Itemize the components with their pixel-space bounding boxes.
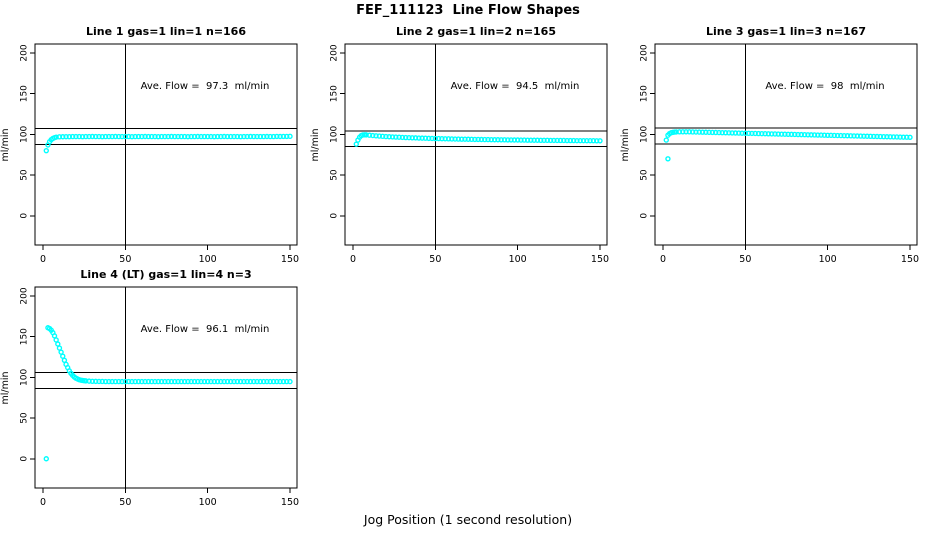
svg-text:0: 0 xyxy=(20,456,30,462)
svg-text:100: 100 xyxy=(819,254,837,265)
panel-3-plot-canvas: 0 50 100 150 200 0 50 100 150 xyxy=(640,43,919,265)
svg-text:50: 50 xyxy=(330,169,340,181)
svg-text:150: 150 xyxy=(20,85,30,102)
svg-text:50: 50 xyxy=(739,254,751,265)
svg-text:150: 150 xyxy=(20,328,30,345)
panel-2-plot-canvas: 0 50 100 150 200 0 50 100 150 xyxy=(330,43,609,265)
panel-2-ave-flow-annotation: Ave. Flow = 94.5 ml/min xyxy=(450,81,580,92)
svg-text:0: 0 xyxy=(330,213,340,219)
svg-text:150: 150 xyxy=(901,254,919,265)
svg-text:0: 0 xyxy=(350,254,356,265)
panel-line-3: Line 3 gas=1 lin=3 n=167 ml/min 0 50 100 15… xyxy=(619,20,925,282)
svg-text:200: 200 xyxy=(640,44,650,61)
panel-1-plot-canvas: 0 50 100 150 200 0 50 100 150 xyxy=(20,43,299,265)
figure-title: FEF_111123 Line Flow Shapes xyxy=(356,3,580,18)
panel-line-4: Line 4 (LT) gas=1 lin=4 n=3 ml/min 0 50 10… xyxy=(0,263,305,525)
figure-xlabel: Jog Position (1 second resolution) xyxy=(363,512,573,527)
svg-text:100: 100 xyxy=(509,254,527,265)
svg-text:150: 150 xyxy=(591,254,609,265)
svg-text:200: 200 xyxy=(20,44,30,61)
panel-4-title: Line 4 (LT) gas=1 lin=4 n=3 xyxy=(80,268,252,281)
svg-text:200: 200 xyxy=(20,287,30,304)
svg-text:50: 50 xyxy=(640,169,650,181)
svg-text:150: 150 xyxy=(281,254,299,265)
svg-text:50: 50 xyxy=(20,412,30,424)
panel-3-ave-flow-annotation: Ave. Flow = 98 ml/min xyxy=(765,81,885,92)
svg-text:0: 0 xyxy=(20,213,30,219)
svg-text:0: 0 xyxy=(40,497,46,508)
panel-line-1: Line 1 gas=1 lin=1 n=166 ml/min 0 50 100 15… xyxy=(0,20,305,282)
svg-text:150: 150 xyxy=(640,85,650,102)
svg-text:50: 50 xyxy=(20,169,30,181)
panel-2-title: Line 2 gas=1 lin=2 n=165 xyxy=(395,25,556,38)
svg-text:100: 100 xyxy=(330,126,340,143)
svg-text:150: 150 xyxy=(281,497,299,508)
panel-4-ave-flow-annotation: Ave. Flow = 96.1 ml/min xyxy=(140,324,270,335)
panel-3-title: Line 3 gas=1 lin=3 n=167 xyxy=(705,25,866,38)
svg-text:100: 100 xyxy=(640,126,650,143)
svg-text:100: 100 xyxy=(199,254,217,265)
svg-text:50: 50 xyxy=(119,254,131,265)
svg-text:0: 0 xyxy=(640,213,650,219)
svg-text:100: 100 xyxy=(20,126,30,143)
panel-1-ave-flow-annotation: Ave. Flow = 97.3 ml/min xyxy=(140,81,270,92)
svg-text:50: 50 xyxy=(429,254,441,265)
panel-1-title: Line 1 gas=1 lin=1 n=166 xyxy=(85,25,246,38)
panel-line-2: Line 2 gas=1 lin=2 n=165 ml/min 0 50 100 15… xyxy=(309,20,615,282)
svg-text:150: 150 xyxy=(330,85,340,102)
svg-text:0: 0 xyxy=(40,254,46,265)
svg-text:100: 100 xyxy=(20,369,30,386)
svg-text:200: 200 xyxy=(330,44,340,61)
svg-text:50: 50 xyxy=(119,497,131,508)
svg-text:0: 0 xyxy=(660,254,666,265)
svg-text:100: 100 xyxy=(199,497,217,508)
panel-4-plot-canvas: 0 50 100 150 200 0 50 100 150 xyxy=(20,286,299,508)
